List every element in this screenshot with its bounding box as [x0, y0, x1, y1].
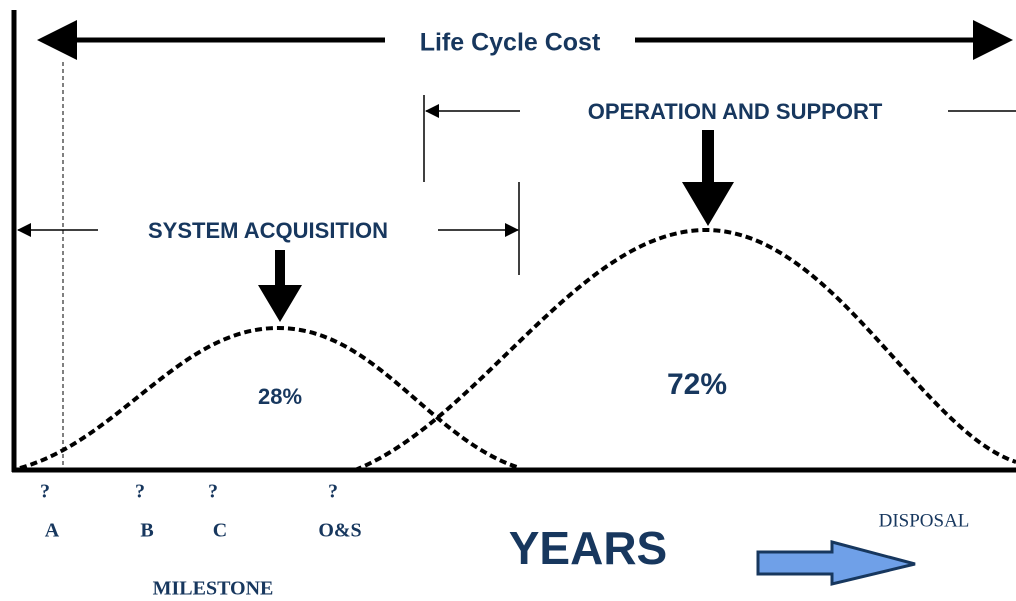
phase-label: SYSTEM ACQUISITION — [148, 218, 388, 243]
share-label: 28% — [258, 384, 302, 409]
acquisition-curve — [19, 325, 521, 470]
title: Life Cycle Cost — [420, 29, 601, 57]
milestone-label: O&S — [318, 520, 361, 542]
milestone-caption: MILESTONE — [153, 578, 274, 600]
milestone-label: A — [45, 520, 60, 542]
milestone-mark: ? — [208, 481, 218, 503]
milestone-label: C — [213, 520, 227, 542]
support-curve — [354, 227, 1016, 472]
disposal-label: DISPOSAL — [879, 510, 970, 531]
milestone-mark: ? — [40, 481, 50, 503]
milestone-label: B — [140, 520, 153, 542]
label-bg — [98, 212, 438, 248]
years-arrow — [756, 540, 916, 586]
peak-arrow — [682, 130, 734, 226]
milestone-mark: ? — [135, 481, 145, 503]
milestone-mark: ? — [328, 481, 338, 503]
label-bg — [520, 94, 948, 130]
phase-label: OPERATION AND SUPPORT — [588, 99, 883, 124]
peak-arrow — [258, 250, 302, 322]
milestones: ? A? B? C? O&S — [40, 481, 362, 542]
share-label: 72% — [667, 368, 727, 401]
x-axis-label: YEARS — [509, 522, 667, 574]
label-bg — [385, 24, 635, 58]
